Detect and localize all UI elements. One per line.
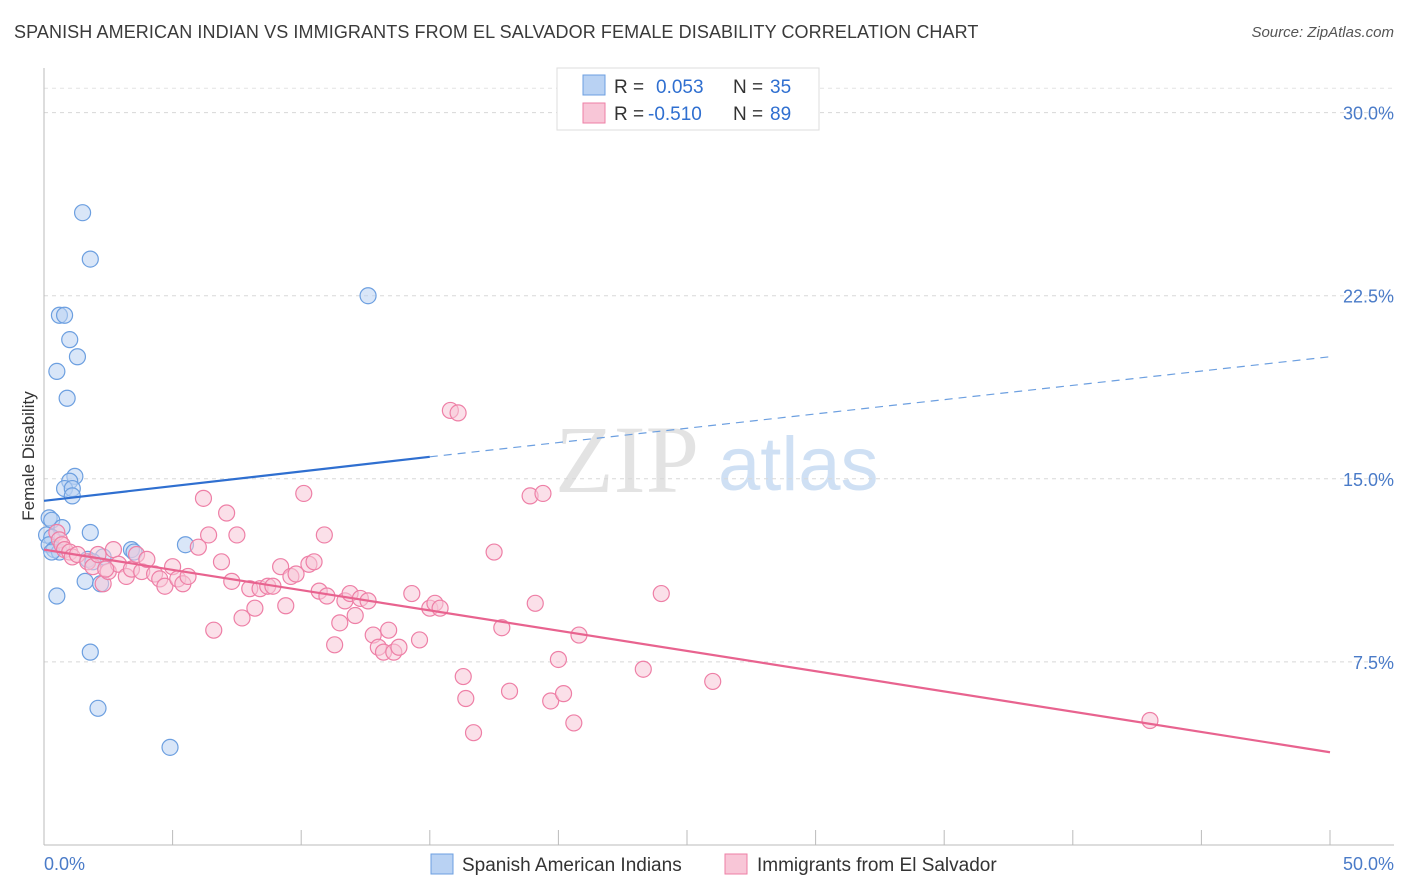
y-tick-label: 15.0% bbox=[1343, 470, 1394, 490]
chart-title: SPANISH AMERICAN INDIAN VS IMMIGRANTS FR… bbox=[14, 22, 979, 42]
data-point bbox=[200, 526, 218, 544]
legend-swatch-pink bbox=[582, 102, 606, 124]
data-point bbox=[194, 489, 213, 507]
data-point bbox=[500, 682, 519, 700]
legend-r-value: -0.510 bbox=[648, 104, 702, 125]
legend-r-value: 0.053 bbox=[656, 77, 704, 98]
data-point bbox=[161, 738, 179, 756]
data-point bbox=[305, 553, 323, 571]
data-point bbox=[81, 250, 99, 268]
data-point bbox=[104, 541, 123, 559]
data-point bbox=[704, 672, 722, 691]
legend-r-label: R = bbox=[614, 77, 644, 98]
data-point bbox=[205, 621, 223, 639]
series-label: Immigrants from El Salvador bbox=[757, 855, 997, 876]
data-point bbox=[48, 587, 66, 605]
data-point bbox=[554, 685, 573, 703]
data-point bbox=[346, 606, 364, 625]
data-point bbox=[76, 572, 94, 590]
watermark-zip: ZIP bbox=[555, 406, 699, 513]
watermark-atlas: atlas bbox=[718, 422, 879, 507]
data-point bbox=[326, 636, 344, 654]
correlation-legend: R = 0.053 N = 35 R = -0.510 N = 89 bbox=[556, 67, 820, 131]
data-point bbox=[457, 689, 475, 708]
data-point bbox=[277, 597, 295, 615]
gridlines bbox=[44, 87, 1394, 663]
data-point bbox=[287, 565, 305, 583]
data-point bbox=[48, 362, 66, 380]
data-point bbox=[212, 553, 231, 571]
data-point bbox=[138, 550, 156, 568]
data-point bbox=[315, 526, 333, 544]
data-point bbox=[449, 404, 467, 422]
trend-line-solid bbox=[43, 548, 1331, 754]
trend-line-dashed bbox=[429, 356, 1331, 458]
data-point bbox=[359, 287, 377, 305]
data-point bbox=[1141, 711, 1159, 730]
data-point bbox=[218, 504, 236, 522]
y-tick-label: 30.0% bbox=[1343, 104, 1394, 124]
data-point bbox=[652, 584, 670, 603]
series-swatch-blue bbox=[430, 853, 454, 875]
series-legend: Spanish American Indians Immigrants from… bbox=[430, 853, 997, 876]
data-point bbox=[464, 724, 483, 742]
axes bbox=[43, 68, 1394, 846]
y-tick-label: 22.5% bbox=[1343, 287, 1394, 307]
x-tick-label-min: 0.0% bbox=[44, 854, 85, 874]
data-point bbox=[81, 523, 99, 542]
x-tick-label-max: 50.0% bbox=[1343, 854, 1394, 874]
data-point bbox=[493, 619, 511, 637]
data-point bbox=[223, 572, 241, 590]
data-point bbox=[565, 714, 583, 732]
legend-n-value: 89 bbox=[770, 104, 791, 125]
data-point bbox=[390, 638, 408, 656]
data-point bbox=[189, 538, 207, 556]
data-point bbox=[295, 484, 313, 503]
y-axis-label: Female Disability bbox=[19, 391, 38, 521]
legend-swatch-blue bbox=[582, 74, 606, 96]
data-point bbox=[97, 560, 115, 578]
data-point bbox=[81, 643, 99, 661]
data-point bbox=[55, 306, 74, 324]
data-point bbox=[331, 614, 349, 632]
y-tick-labels: 7.5% 15.0% 22.5% 30.0% bbox=[1343, 104, 1394, 673]
data-point bbox=[61, 331, 79, 349]
data-point bbox=[58, 389, 76, 407]
data-point bbox=[246, 599, 264, 617]
data-point bbox=[549, 650, 568, 669]
data-point bbox=[526, 594, 544, 612]
data-point bbox=[73, 204, 92, 222]
series-swatch-pink bbox=[724, 853, 748, 875]
trend-line-solid bbox=[43, 455, 430, 502]
data-point bbox=[380, 621, 398, 639]
data-point bbox=[542, 692, 560, 710]
y-tick-label: 7.5% bbox=[1353, 653, 1394, 673]
data-point bbox=[485, 543, 503, 561]
data-point bbox=[68, 348, 87, 366]
legend-n-label: N = bbox=[733, 77, 763, 98]
data-point bbox=[634, 660, 652, 678]
data-point bbox=[89, 699, 107, 717]
source-label: Source: ZipAtlas.com bbox=[1251, 24, 1394, 41]
data-point bbox=[228, 526, 246, 544]
data-point bbox=[534, 484, 552, 503]
data-point bbox=[454, 667, 472, 686]
legend-n-value: 35 bbox=[770, 77, 791, 98]
legend-r-label: R = bbox=[614, 104, 644, 125]
series-label: Spanish American Indians bbox=[462, 855, 682, 876]
data-point bbox=[233, 609, 251, 627]
data-point bbox=[156, 577, 174, 595]
trend-lines bbox=[43, 356, 1331, 754]
data-point bbox=[410, 631, 429, 649]
legend-n-label: N = bbox=[733, 104, 763, 125]
data-point bbox=[403, 584, 421, 603]
